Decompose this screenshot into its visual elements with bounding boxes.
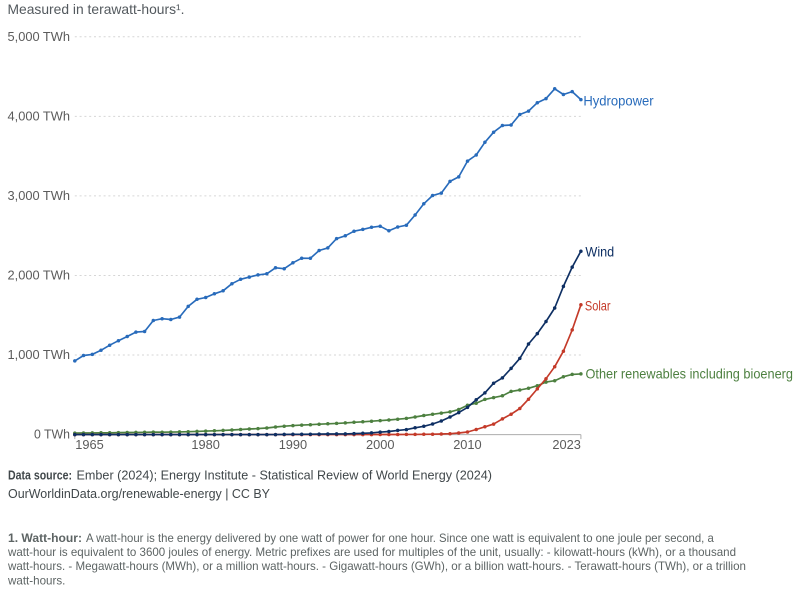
svg-text:0 TWh: 0 TWh — [34, 427, 70, 442]
svg-text:Measured in terawatt-hours¹.: Measured in terawatt-hours¹. — [8, 1, 185, 17]
svg-text:Other renewables including bio: Other renewables including bioenerg — [586, 366, 794, 382]
svg-text:Data source:: Data source: — [8, 469, 72, 483]
svg-text:1990: 1990 — [279, 437, 308, 452]
svg-text:1,000 TWh: 1,000 TWh — [8, 347, 71, 362]
svg-text:2023: 2023 — [552, 437, 581, 452]
svg-text:A watt-hour is the energy deli: A watt-hour is the energy delivered by o… — [86, 532, 714, 545]
svg-text:2000: 2000 — [366, 437, 395, 452]
svg-text:2,000 TWh: 2,000 TWh — [8, 268, 71, 283]
svg-text:watt-hours. - Megawatt-hours (: watt-hours. - Megawatt-hours (MWh), or a… — [7, 560, 746, 573]
svg-text:OurWorldinData.org/renewable-e: OurWorldinData.org/renewable-energy | CC… — [8, 487, 271, 501]
svg-text:Solar: Solar — [585, 298, 611, 314]
svg-text:2010: 2010 — [453, 437, 482, 452]
svg-text:Wind: Wind — [585, 243, 614, 259]
svg-text:5,000 TWh: 5,000 TWh — [8, 29, 71, 44]
svg-text:Hydropower: Hydropower — [583, 92, 654, 108]
svg-text:1. Watt-hour:: 1. Watt-hour: — [8, 532, 82, 545]
svg-text:3,000 TWh: 3,000 TWh — [8, 188, 71, 203]
svg-text:1980: 1980 — [191, 437, 220, 452]
svg-text:watt-hour is equivalent to 360: watt-hour is equivalent to 3600 joules o… — [7, 546, 736, 559]
svg-text:4,000 TWh: 4,000 TWh — [8, 108, 71, 123]
svg-text:Ember (2024); Energy Institute: Ember (2024); Energy Institute - Statist… — [77, 469, 493, 483]
svg-text:1965: 1965 — [75, 437, 104, 452]
svg-text:watt-hours.: watt-hours. — [7, 574, 65, 587]
